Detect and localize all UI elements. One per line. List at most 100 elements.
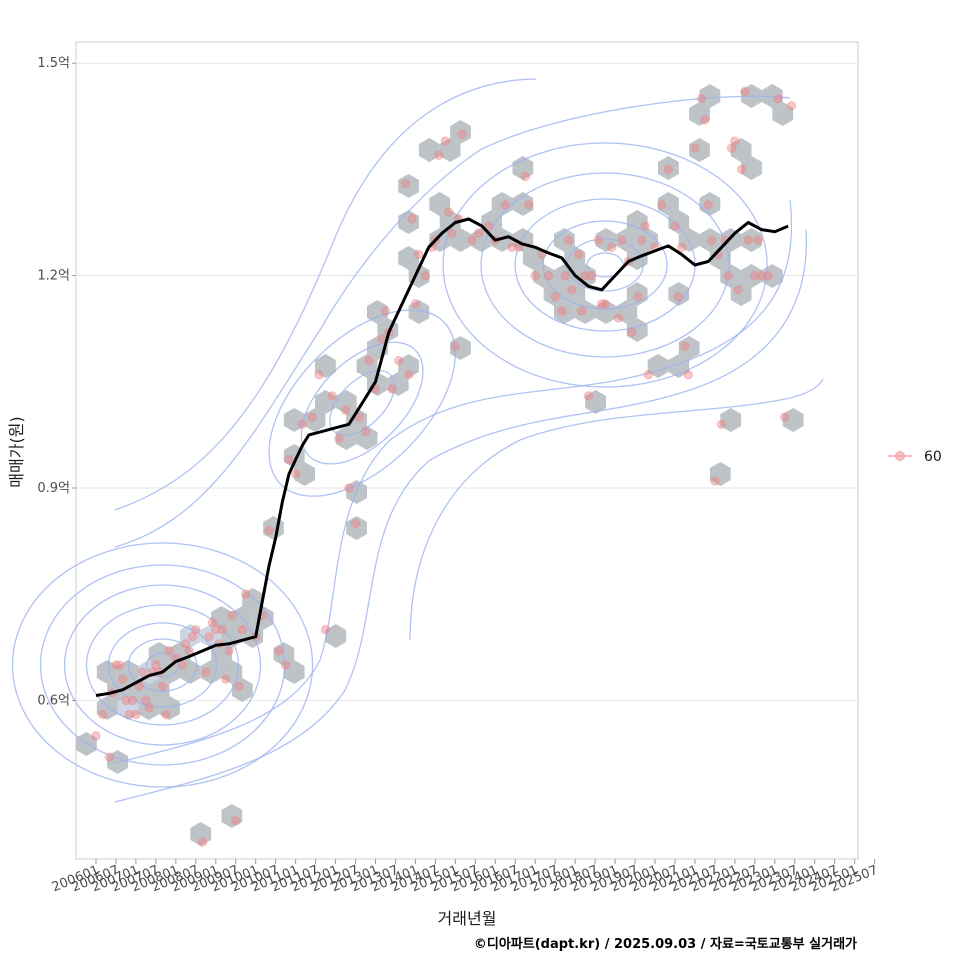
- data-point: [141, 695, 151, 706]
- hexbin-cell: [595, 300, 617, 324]
- data-point: [753, 235, 763, 245]
- data-point: [187, 631, 198, 642]
- hexbin-cell: [689, 138, 710, 162]
- data-point: [683, 370, 693, 380]
- hexbin-cell: [522, 246, 544, 270]
- hexbin-cell: [741, 228, 762, 252]
- hexbin-cell: [190, 822, 212, 846]
- data-point: [530, 270, 540, 281]
- hexbin-cell: [720, 264, 742, 288]
- hexbin-cell: [709, 462, 731, 486]
- data-point: [637, 235, 647, 245]
- data-point: [736, 164, 747, 175]
- data-point: [507, 242, 517, 253]
- data-point: [673, 292, 684, 302]
- hexbin-cell: [585, 390, 606, 414]
- hexbin-cell: [616, 300, 638, 324]
- data-point: [231, 816, 241, 826]
- hexbin-cell: [335, 426, 357, 450]
- contour-line: [114, 95, 791, 548]
- hexbin-cell: [564, 282, 586, 306]
- legend: 60: [888, 449, 942, 465]
- data-point: [284, 455, 294, 465]
- data-point: [117, 674, 128, 684]
- hexbin-cell: [709, 246, 731, 270]
- data-point: [227, 610, 238, 621]
- data-point: [716, 419, 727, 430]
- hexbin-cell: [626, 318, 648, 342]
- hexbin-cell: [200, 624, 222, 648]
- data-point: [207, 617, 218, 628]
- data-point: [127, 695, 138, 706]
- data-point: [327, 391, 337, 401]
- hexbin-cell: [304, 408, 326, 432]
- data-point: [726, 143, 737, 153]
- plot-background: [75, 41, 859, 860]
- data-point: [114, 660, 124, 670]
- data-point: [696, 93, 707, 104]
- data-point: [404, 370, 414, 380]
- hexbin-cell: [398, 246, 419, 270]
- data-point: [656, 200, 667, 210]
- data-point: [201, 667, 211, 677]
- hexbin-cell: [418, 138, 440, 162]
- data-point: [773, 93, 783, 104]
- data-point: [763, 270, 773, 281]
- data-point: [211, 624, 221, 635]
- contour-ring: [268, 309, 456, 497]
- data-point: [104, 752, 114, 762]
- data-point: [234, 681, 244, 691]
- data-point: [364, 355, 374, 366]
- hexbin-cell: [346, 408, 367, 432]
- data-point: [563, 235, 574, 245]
- data-point: [703, 200, 713, 210]
- y-tick-label: 1.5억: [37, 56, 70, 71]
- data-point: [633, 292, 644, 302]
- data-point: [557, 306, 567, 316]
- data-point: [224, 646, 234, 656]
- data-point: [780, 412, 790, 422]
- data-point: [543, 270, 554, 281]
- contour-ring: [85, 604, 240, 726]
- hexbin-cell: [782, 408, 804, 432]
- contour-line: [114, 199, 793, 764]
- data-point: [334, 433, 344, 444]
- data-point: [730, 136, 740, 146]
- data-point: [593, 235, 604, 245]
- hexbin-cell: [346, 516, 367, 540]
- hexbin-cell: [179, 660, 201, 684]
- y-axis-ticks: 0.6억 0.9억 1.2억 1.5억: [37, 56, 76, 708]
- hexbin-cell: [335, 390, 357, 414]
- data-point: [740, 86, 750, 97]
- hexbin-cell: [450, 228, 471, 252]
- data-point: [264, 525, 274, 536]
- hexbin-cell: [668, 210, 690, 234]
- hexbin-cell: [398, 354, 419, 378]
- data-point: [573, 249, 584, 260]
- hexbin-cell: [491, 228, 513, 252]
- hexbin-cell: [398, 174, 419, 198]
- data-point: [600, 299, 610, 309]
- hexbin-cell: [470, 228, 492, 252]
- data-point: [580, 270, 590, 281]
- hexbin-cell: [699, 228, 721, 252]
- data-point: [670, 221, 680, 231]
- data-point: [197, 837, 208, 847]
- hexbin-cell: [138, 696, 160, 720]
- hexbin-cell: [772, 102, 794, 126]
- legend-point-icon: [895, 451, 905, 461]
- contour-line: [114, 78, 537, 511]
- contour-line: [409, 378, 824, 641]
- data-point: [340, 405, 351, 415]
- data-point: [587, 270, 597, 281]
- hexbin-cell: [730, 138, 752, 162]
- contour-ring: [127, 638, 198, 692]
- hexbin-cell: [658, 192, 679, 216]
- data-point: [613, 313, 624, 323]
- data-point: [434, 150, 444, 160]
- data-point: [221, 674, 231, 684]
- hexbin-cell: [439, 138, 461, 162]
- hexbin-cell: [699, 84, 721, 108]
- contour-ring: [300, 341, 424, 465]
- hexbin-cell: [637, 228, 658, 252]
